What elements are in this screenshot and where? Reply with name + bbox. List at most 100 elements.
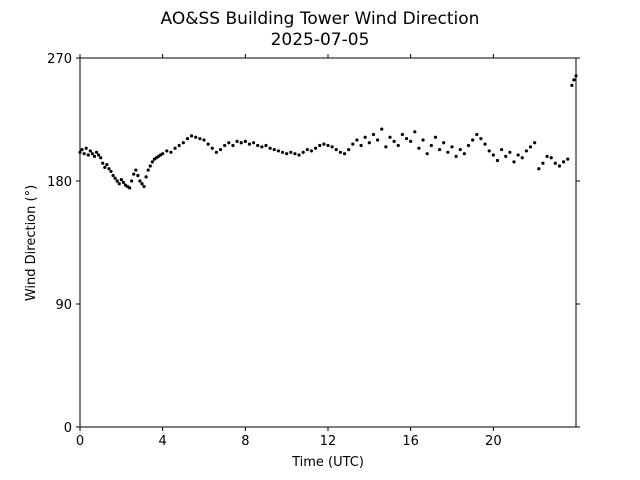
data-point [347,147,351,152]
data-point [355,138,359,142]
data-point [101,161,105,165]
data-point [161,152,165,156]
data-point [138,179,142,183]
data-point [206,142,210,146]
data-point [297,153,301,157]
data-point [376,138,380,142]
data-point [528,145,533,149]
data-point [533,141,537,145]
data-point [500,147,504,152]
data-point [491,153,495,157]
data-point [487,149,491,153]
data-point [504,154,508,158]
data-point [545,154,549,158]
data-point [214,150,218,154]
plot-layer: 0 4 8 12 16 20 0 90 180 270 [47,52,580,449]
data-point [115,179,119,183]
data-point [173,146,177,150]
data-point [466,143,471,148]
plot-frame [79,57,577,428]
data-point [121,180,125,184]
data-point [458,147,462,152]
data-point [190,134,194,138]
data-point [330,145,334,149]
data-point [264,143,268,148]
chart-title: AO&SS Building Tower Wind Direction [161,9,480,29]
data-point [338,150,342,154]
data-point [252,141,256,145]
data-point [202,138,206,142]
data-point [417,146,421,150]
data-point [537,167,541,171]
data-point [227,141,231,145]
data-point [194,135,198,139]
data-point [400,132,404,137]
data-point [380,127,384,131]
data-point [359,143,363,148]
data-point [280,150,285,154]
data-point [384,145,388,149]
data-point [276,149,280,153]
y-tick-label: 0 [64,421,72,436]
data-point [367,141,371,145]
data-point [562,160,566,164]
data-point [177,143,181,148]
data-point [572,78,576,82]
data-point [471,138,475,142]
data-point [553,161,557,165]
y-axis-label: Wind Direction (°) [24,185,39,301]
data-point [256,143,260,148]
data-point [322,142,326,146]
data-point [363,135,367,139]
data-point [314,146,318,150]
data-point [524,149,529,153]
data-point [140,182,144,186]
data-point [88,149,92,153]
data-point [239,141,243,145]
data-point [450,145,454,149]
x-tick-label: 16 [402,434,419,449]
data-point [462,152,466,156]
data-point [107,167,111,171]
data-point [243,139,247,143]
data-point [185,137,190,141]
data-point [446,150,450,154]
data-point [84,146,88,150]
data-point [483,142,487,146]
data-point [97,153,101,157]
data-point [132,172,136,176]
data-point [549,156,553,160]
data-point [425,152,429,156]
y-tick-label: 90 [55,298,72,313]
data-point [293,152,297,156]
data-point [318,143,322,148]
data-point [92,154,97,158]
data-point [113,176,117,180]
data-point [268,146,272,150]
x-tick-label: 4 [159,434,167,449]
chart-subtitle: 2025-07-05 [271,30,370,50]
data-point [334,147,338,152]
data-point [117,182,121,186]
x-tick-label: 20 [485,434,502,449]
data-point [409,139,413,143]
data-point [80,147,84,152]
data-point [566,157,570,161]
data-point [198,137,202,141]
data-point [109,169,113,174]
data-point [150,160,154,164]
data-point [111,173,115,178]
data-point [454,154,458,158]
data-point [342,152,347,156]
data-point [103,165,107,169]
data-point [433,135,438,139]
data-point [247,142,252,146]
data-point [134,168,138,172]
data-point [78,150,82,154]
data-point [516,153,520,157]
data-point [309,149,314,153]
data-point [574,74,578,78]
data-point [105,163,109,167]
data-point [82,152,86,156]
